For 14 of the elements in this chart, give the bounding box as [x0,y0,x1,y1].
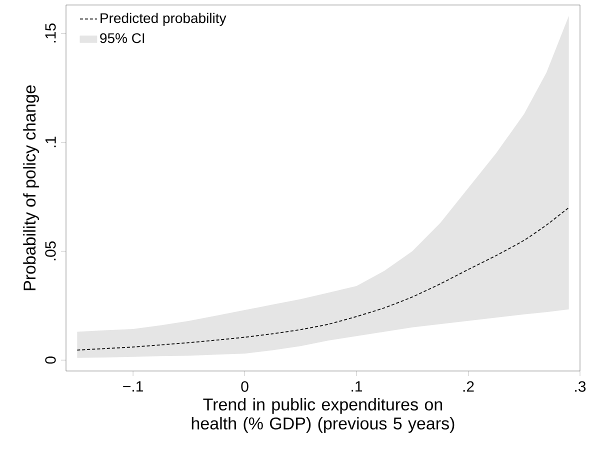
x-tick-label: .3 [575,381,586,392]
y-tick-label: .15 [45,24,56,42]
x-tick-label: 0 [241,381,248,392]
y-axis-title: Probability of policy change [23,85,39,290]
line-series [76,207,570,351]
annotation: 95% CI [100,33,144,44]
x-tick-label: −.1 [123,381,143,392]
x-axis-title: Trend in public expenditures on health (% GDP) (previous 5 years) [192,398,454,433]
x-tick-label: .2 [463,381,474,392]
y-tick-label: .1 [45,136,56,148]
y-tick-label: 0 [45,356,56,364]
y-tick-label: .05 [45,241,56,260]
x-tick-label: .1 [352,381,362,392]
legend-label: Predicted probability [100,12,226,26]
